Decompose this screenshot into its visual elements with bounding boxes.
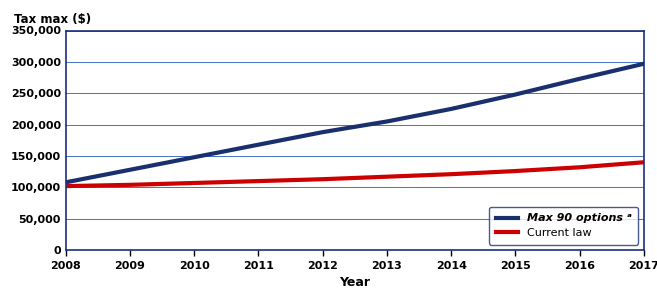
Current law <box>254 179 262 183</box>
Current law <box>511 169 519 173</box>
Max 90 options ᵃ <box>126 168 134 172</box>
Current law <box>191 181 198 185</box>
Max 90 options ᵃ <box>511 93 519 96</box>
Current law <box>126 183 134 187</box>
Current law <box>640 160 648 164</box>
Max 90 options ᵃ <box>576 77 583 81</box>
Max 90 options ᵃ <box>191 156 198 159</box>
Max 90 options ᵃ <box>319 130 327 134</box>
Max 90 options ᵃ <box>640 62 648 66</box>
Current law <box>319 178 327 181</box>
Max 90 options ᵃ <box>447 107 455 111</box>
Max 90 options ᵃ <box>62 181 70 184</box>
Line: Max 90 options ᵃ: Max 90 options ᵃ <box>66 64 644 182</box>
Text: Tax max ($): Tax max ($) <box>14 13 91 26</box>
Current law <box>447 172 455 176</box>
Max 90 options ᵃ <box>254 143 262 146</box>
X-axis label: Year: Year <box>339 276 371 289</box>
Line: Current law: Current law <box>66 162 644 186</box>
Current law <box>383 175 391 178</box>
Current law <box>62 184 70 188</box>
Current law <box>576 165 583 169</box>
Legend: Max 90 options ᵃ, Current law: Max 90 options ᵃ, Current law <box>489 207 639 245</box>
Max 90 options ᵃ <box>383 120 391 123</box>
